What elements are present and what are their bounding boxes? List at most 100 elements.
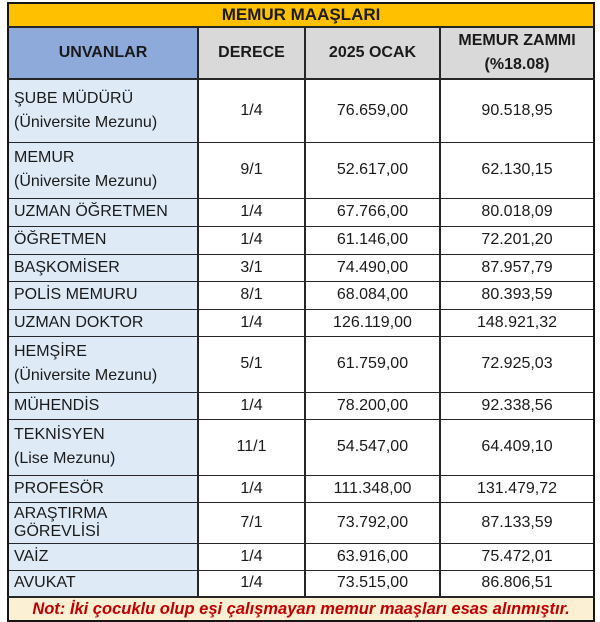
ocak-cell: 68.084,00 — [304, 280, 441, 310]
zam-header-line2: (%18.08) — [484, 56, 550, 73]
ocak-cell: 52.617,00 — [304, 141, 441, 199]
unvan-subtitle: (Üniversite Mezunu) — [14, 367, 158, 384]
column-header-memur-zammi: MEMUR ZAMMI (%18.08) — [438, 26, 595, 80]
unvan-title: HEMŞİRE — [14, 343, 87, 360]
unvan-title: ARAŞTIRMA GÖREVLİSİ — [14, 504, 107, 540]
zam-cell: 80.393,59 — [438, 280, 595, 310]
derece-cell: 1/4 — [197, 569, 306, 598]
derece-cell: 3/1 — [197, 253, 306, 282]
column-header-derece: DERECE — [197, 26, 306, 80]
zam-cell: 72.925,03 — [438, 335, 595, 393]
unvan-title: POLİS MEMURU — [14, 286, 138, 303]
derece-cell: 9/1 — [197, 141, 306, 199]
table-header-row: UNVANLAR DERECE 2025 OCAK MEMUR ZAMMI (%… — [7, 26, 595, 80]
unvan-cell: ÖĞRETMEN — [7, 225, 199, 255]
unvan-title: ÖĞRETMEN — [14, 231, 107, 248]
zam-cell: 64.409,10 — [438, 418, 595, 476]
table-row: BAŞKOMİSER 3/1 74.490,00 87.957,79 — [7, 253, 595, 282]
table-title: MEMUR MAAŞLARI — [7, 2, 595, 28]
table-row: AVUKAT 1/4 73.515,00 86.806,51 — [7, 569, 595, 598]
table-row: POLİS MEMURU 8/1 68.084,00 80.393,59 — [7, 280, 595, 310]
derece-cell: 7/1 — [197, 501, 306, 544]
unvan-cell: ŞUBE MÜDÜRÜ (Üniversite Mezunu) — [7, 78, 199, 143]
unvan-cell: UZMAN ÖĞRETMEN — [7, 197, 199, 227]
table-row: TEKNİSYEN (Lise Mezunu) 11/1 54.547,00 6… — [7, 418, 595, 476]
table-row: VAİZ 1/4 63.916,00 75.472,01 — [7, 542, 595, 571]
ocak-cell: 54.547,00 — [304, 418, 441, 476]
footnote-row: Not: İki çocuklu olup eşi çalışmayan mem… — [7, 596, 595, 622]
zam-cell: 87.957,79 — [438, 253, 595, 282]
table-row: ŞUBE MÜDÜRÜ (Üniversite Mezunu) 1/4 76.6… — [7, 78, 595, 143]
derece-cell: 8/1 — [197, 280, 306, 310]
derece-cell: 1/4 — [197, 542, 306, 571]
table-row: UZMAN ÖĞRETMEN 1/4 67.766,00 80.018,09 — [7, 197, 595, 227]
zam-cell: 80.018,09 — [438, 197, 595, 227]
derece-cell: 11/1 — [197, 418, 306, 476]
ocak-cell: 73.792,00 — [304, 501, 441, 544]
footnote-text: Not: İki çocuklu olup eşi çalışmayan mem… — [7, 596, 595, 622]
ocak-cell: 63.916,00 — [304, 542, 441, 571]
table-row: UZMAN DOKTOR 1/4 126.119,00 148.921,32 — [7, 308, 595, 337]
unvan-title: MEMUR — [14, 149, 75, 166]
table-row: ARAŞTIRMA GÖREVLİSİ 7/1 73.792,00 87.133… — [7, 501, 595, 544]
unvan-title: UZMAN DOKTOR — [14, 313, 144, 331]
table-row: MEMUR (Üniversite Mezunu) 9/1 52.617,00 … — [7, 141, 595, 199]
unvan-subtitle: (Üniversite Mezunu) — [14, 113, 158, 131]
unvan-cell: VAİZ — [7, 542, 199, 571]
unvan-title: PROFESÖR — [14, 479, 104, 497]
table-row: MÜHENDİS 1/4 78.200,00 92.338,56 — [7, 391, 595, 420]
unvan-cell: HEMŞİRE (Üniversite Mezunu) — [7, 335, 199, 393]
derece-cell: 1/4 — [197, 197, 306, 227]
column-header-2025-ocak: 2025 OCAK — [304, 26, 441, 80]
table-row: ÖĞRETMEN 1/4 61.146,00 72.201,20 — [7, 225, 595, 255]
unvan-cell: MÜHENDİS — [7, 391, 199, 420]
derece-cell: 1/4 — [197, 225, 306, 255]
unvan-subtitle: (Lise Mezunu) — [14, 450, 116, 467]
unvan-cell: TEKNİSYEN (Lise Mezunu) — [7, 418, 199, 476]
zam-cell: 131.479,72 — [438, 474, 595, 503]
zam-cell: 75.472,01 — [438, 542, 595, 571]
unvan-title: UZMAN ÖĞRETMEN — [14, 203, 168, 220]
zam-cell: 148.921,32 — [438, 308, 595, 337]
zam-cell: 86.806,51 — [438, 569, 595, 598]
unvan-cell: BAŞKOMİSER — [7, 253, 199, 282]
unvan-cell: PROFESÖR — [7, 474, 199, 503]
ocak-cell: 73.515,00 — [304, 569, 441, 598]
ocak-cell: 67.766,00 — [304, 197, 441, 227]
derece-cell: 1/4 — [197, 78, 306, 143]
ocak-cell: 76.659,00 — [304, 78, 441, 143]
zam-cell: 87.133,59 — [438, 501, 595, 544]
table-row: HEMŞİRE (Üniversite Mezunu) 5/1 61.759,0… — [7, 335, 595, 393]
unvan-title: MÜHENDİS — [14, 396, 100, 414]
unvan-title: TEKNİSYEN — [14, 426, 105, 443]
salary-table: MEMUR MAAŞLARI UNVANLAR DERECE 2025 OCAK… — [7, 2, 596, 622]
ocak-cell: 74.490,00 — [304, 253, 441, 282]
ocak-cell: 126.119,00 — [304, 308, 441, 337]
column-header-unvanlar: UNVANLAR — [7, 26, 199, 80]
unvan-title: AVUKAT — [14, 574, 76, 592]
unvan-title: BAŞKOMİSER — [14, 258, 120, 276]
derece-cell: 1/4 — [197, 308, 306, 337]
unvan-cell: ARAŞTIRMA GÖREVLİSİ — [7, 501, 199, 544]
derece-cell: 1/4 — [197, 474, 306, 503]
zam-cell: 62.130,15 — [438, 141, 595, 199]
table-title-row: MEMUR MAAŞLARI — [7, 2, 595, 28]
unvan-title: ŞUBE MÜDÜRÜ — [14, 89, 134, 107]
unvan-cell: UZMAN DOKTOR — [7, 308, 199, 337]
zam-cell: 90.518,95 — [438, 78, 595, 143]
derece-cell: 5/1 — [197, 335, 306, 393]
ocak-cell: 61.759,00 — [304, 335, 441, 393]
table-row: PROFESÖR 1/4 111.348,00 131.479,72 — [7, 474, 595, 503]
ocak-cell: 78.200,00 — [304, 391, 441, 420]
unvan-cell: MEMUR (Üniversite Mezunu) — [7, 141, 199, 199]
zam-cell: 92.338,56 — [438, 391, 595, 420]
unvan-cell: AVUKAT — [7, 569, 199, 598]
zam-cell: 72.201,20 — [438, 225, 595, 255]
ocak-cell: 61.146,00 — [304, 225, 441, 255]
ocak-cell: 111.348,00 — [304, 474, 441, 503]
derece-cell: 1/4 — [197, 391, 306, 420]
unvan-cell: POLİS MEMURU — [7, 280, 199, 310]
zam-header-line1: MEMUR ZAMMI — [458, 32, 576, 49]
unvan-subtitle: (Üniversite Mezunu) — [14, 173, 158, 190]
